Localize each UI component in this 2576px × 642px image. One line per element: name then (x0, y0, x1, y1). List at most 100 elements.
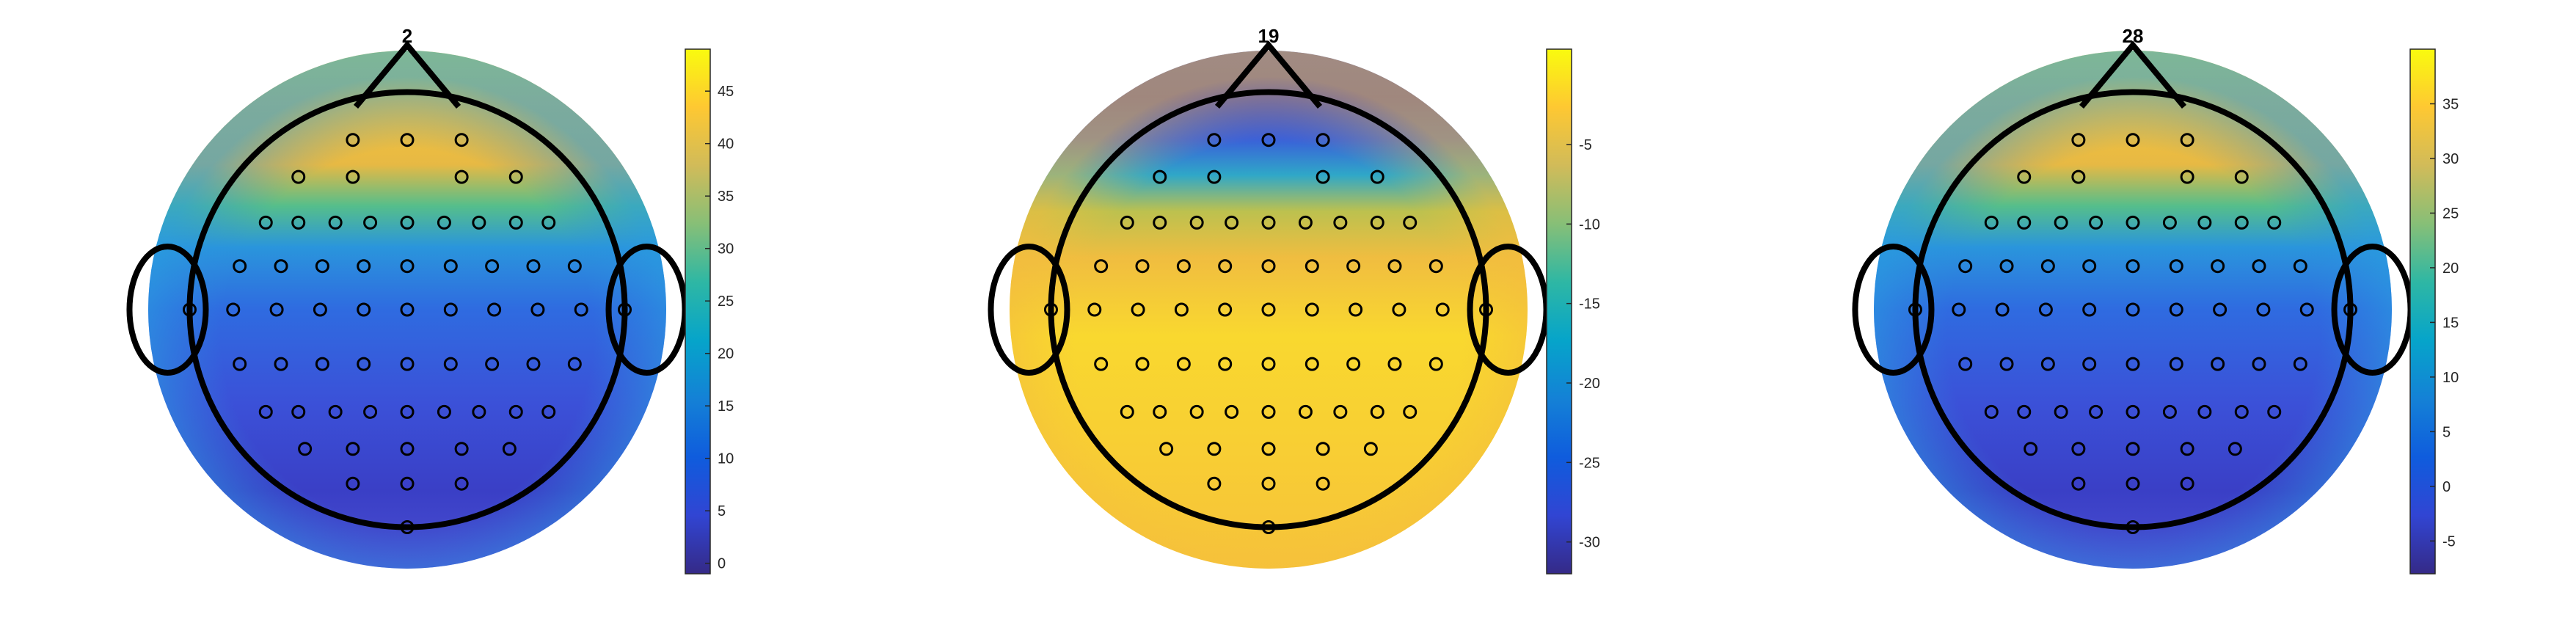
electrode-marker (346, 133, 360, 147)
electrode-marker (1261, 442, 1276, 456)
electrode-marker (1261, 302, 1276, 317)
electrode-marker (1261, 215, 1276, 230)
colorbar-tick-label: -15 (1579, 296, 1600, 313)
electrode-marker (1159, 442, 1174, 456)
electrode-marker (485, 357, 500, 371)
electrode-marker (315, 357, 329, 371)
electrode-marker (1346, 357, 1361, 371)
electrode-marker (1403, 404, 1417, 419)
electrode-marker (1261, 476, 1276, 491)
head-outline (186, 89, 628, 530)
electrode-marker (567, 357, 582, 371)
electrode-marker (1305, 302, 1319, 317)
colorbar-tick-label: -20 (1579, 376, 1600, 392)
electrode-marker (2126, 476, 2140, 491)
left-ear (1852, 244, 1935, 376)
nose (1214, 40, 1323, 109)
electrode-marker (400, 259, 415, 274)
electrode-marker (1261, 404, 1276, 419)
electrode-marker (1999, 357, 2014, 371)
electrode-marker (400, 133, 415, 147)
electrode-marker (258, 215, 273, 230)
electrode-marker (400, 476, 415, 491)
electrode-marker (2071, 169, 2086, 184)
colorbar-tick-label: 40 (718, 136, 734, 153)
colorbar-tick-label: 45 (718, 84, 734, 100)
colorbar-tick-label: 35 (2442, 96, 2459, 112)
electrode-marker (2234, 404, 2249, 419)
colorbar (1546, 48, 1572, 574)
electrode-marker (541, 215, 556, 230)
electrode-marker (328, 215, 343, 230)
electrode-marker (2071, 133, 2086, 147)
electrode-marker (1087, 302, 1102, 317)
electrode-marker (485, 259, 500, 274)
electrode-marker (1176, 259, 1191, 274)
electrode-marker (2293, 259, 2307, 274)
electrode-marker (2180, 442, 2194, 456)
electrode-marker (346, 442, 360, 456)
electrode-marker (2054, 404, 2068, 419)
electrode-marker (1479, 302, 1494, 317)
electrode-marker (1120, 215, 1134, 230)
electrode-marker (400, 442, 415, 456)
electrode-marker (346, 476, 360, 491)
electrode-marker (357, 259, 371, 274)
topoplot-panel-2: 2 0 5 10 15 20 25 30 35 40 45 (126, 25, 734, 574)
electrode-marker (1316, 133, 1330, 147)
scalp-map-edge (148, 51, 666, 569)
colorbar-tick-label: -30 (1579, 535, 1600, 551)
electrode-marker (1316, 169, 1330, 184)
electrode-marker (508, 404, 523, 419)
scalp-map-edge (1874, 51, 2392, 569)
electrode-marker (2071, 476, 2086, 491)
electrode-marker (1094, 357, 1109, 371)
electrode-marker (2038, 302, 2053, 317)
electrode-marker (1207, 476, 1222, 491)
electrode-marker (1189, 215, 1204, 230)
electrode-marker (363, 215, 378, 230)
colorbar-tick-label: 25 (718, 293, 734, 310)
electrode-marker (2252, 357, 2266, 371)
electrode-marker (437, 215, 451, 230)
electrode-marker (1305, 357, 1319, 371)
electrode-marker (2213, 302, 2227, 317)
head-outline (1048, 89, 1489, 530)
colorbar-tick-label: 5 (2442, 424, 2451, 440)
electrode-marker (443, 357, 458, 371)
electrode-marker (1218, 357, 1233, 371)
electrode-marker (291, 404, 306, 419)
electrode-marker (400, 302, 415, 317)
electrode-marker (1298, 215, 1313, 230)
electrode-marker (2126, 215, 2140, 230)
electrode-marker (1316, 442, 1330, 456)
electrode-marker (233, 259, 247, 274)
colorbar-tick-label: 35 (718, 189, 734, 205)
electrode-marker (1131, 302, 1145, 317)
colorbar-tick-label: 30 (718, 241, 734, 258)
colorbar-tick-label: -5 (2442, 533, 2456, 550)
nose (2079, 40, 2187, 109)
electrode-marker (400, 215, 415, 230)
electrode-marker (1120, 404, 1134, 419)
electrode-marker (2126, 520, 2140, 535)
scalp-map-edge (1010, 51, 1528, 569)
electrode-marker (487, 302, 502, 317)
electrode-marker (443, 259, 458, 274)
electrode-marker (2126, 259, 2140, 274)
electrode-marker (1153, 404, 1167, 419)
electrode-marker (1261, 133, 1276, 147)
electrode-marker (618, 302, 632, 317)
electrode-marker (1207, 442, 1222, 456)
electrode-marker (233, 357, 247, 371)
electrode-marker (315, 259, 329, 274)
colorbar-tick-label: 20 (2442, 260, 2459, 277)
colorbar-tick-label: 25 (2442, 205, 2459, 222)
electrode-marker (2126, 302, 2140, 317)
electrode-marker (1333, 404, 1348, 419)
electrode-marker (472, 215, 486, 230)
electrode-marker (1218, 259, 1233, 274)
electrode-marker (567, 259, 582, 274)
